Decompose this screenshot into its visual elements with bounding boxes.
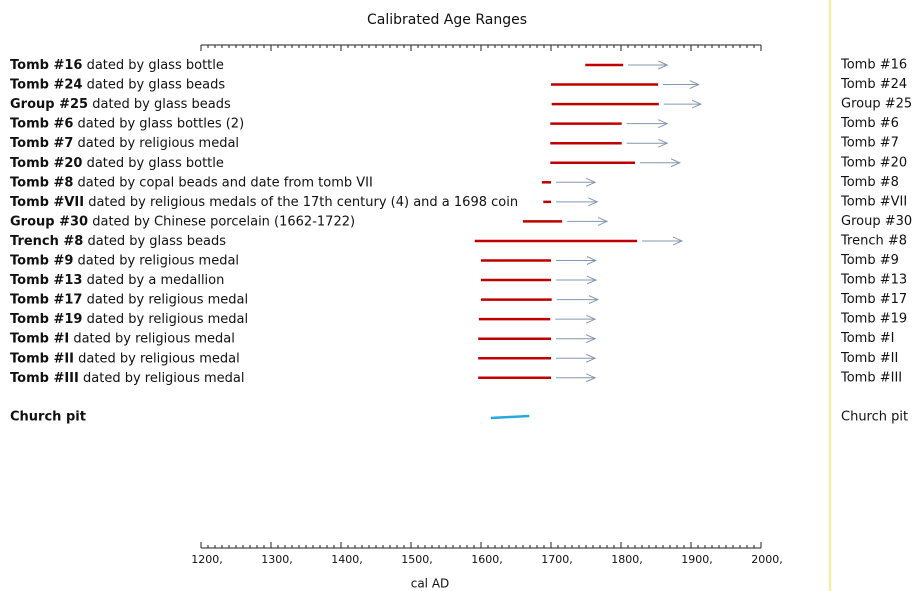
- row-description: dated by glass beads: [88, 233, 227, 248]
- row-name: Tomb #20: [10, 155, 82, 170]
- row-description: dated by a medallion: [87, 273, 225, 288]
- x-tick-label: 1800,: [611, 553, 643, 566]
- row-name: Tomb #8: [10, 175, 73, 190]
- row-description: dated by Chinese porcelain (1662-1722): [92, 214, 355, 229]
- row-label: Tomb #I dated by religious medal: [10, 331, 235, 346]
- x-tick-label: 1900,: [681, 553, 713, 566]
- row-label: Tomb #7 dated by religious medal: [10, 136, 239, 151]
- row-description: dated by religious medal: [73, 331, 235, 346]
- row-name: Tomb #VII: [10, 194, 84, 209]
- right-label: Tomb #II: [840, 351, 898, 366]
- right-label: Tomb #VII: [840, 194, 907, 209]
- right-label: Tomb #9: [840, 253, 899, 268]
- row-label: Tomb #6 dated by glass bottles (2): [10, 116, 244, 131]
- row-label: Tomb #8 dated by copal beads and date fr…: [10, 175, 373, 190]
- x-tick-label: 1700,: [541, 553, 573, 566]
- row-description: dated by glass bottle: [87, 155, 224, 170]
- right-label: Trench #8: [840, 233, 907, 248]
- right-label: Tomb #24: [840, 77, 907, 92]
- x-tick-label: 1600,: [471, 553, 503, 566]
- row-name: Tomb #16: [10, 58, 82, 73]
- row-description: dated by glass beads: [92, 97, 231, 112]
- row-name: Tomb #II: [10, 351, 74, 366]
- row-name: Group #25: [10, 97, 88, 112]
- row-name: Tomb #III: [10, 370, 79, 385]
- x-tick-label: 1500,: [401, 553, 433, 566]
- right-label: Group #25: [841, 97, 912, 112]
- right-label: Tomb #III: [840, 370, 902, 385]
- highlight-label: Church pit: [10, 410, 86, 425]
- row-label: Tomb #24 dated by glass beads: [10, 77, 225, 92]
- right-label: Tomb #17: [840, 292, 907, 307]
- row-name: Tomb #I: [10, 331, 69, 346]
- row-description: dated by religious medal: [78, 253, 240, 268]
- row-label: Group #30 dated by Chinese porcelain (16…: [10, 214, 355, 229]
- chart-title: Calibrated Age Ranges: [367, 12, 527, 28]
- right-label: Tomb #20: [840, 155, 907, 170]
- right-label: Group #30: [841, 214, 912, 229]
- row-description: dated by religious medals of the 17th ce…: [88, 194, 518, 209]
- row-label: Trench #8 dated by glass beads: [10, 233, 226, 248]
- highlight-bar: [490, 414, 530, 420]
- row-label: Tomb #17 dated by religious medal: [10, 292, 248, 307]
- right-label: Tomb #13: [840, 273, 907, 288]
- row-name: Tomb #6: [10, 116, 73, 131]
- right-label: Tomb #8: [840, 175, 899, 190]
- row-description: dated by glass bottle: [87, 58, 224, 73]
- row-description: dated by glass beads: [87, 77, 226, 92]
- row-name: Tomb #17: [10, 292, 82, 307]
- right-label: Tomb #7: [840, 136, 899, 151]
- row-label: Tomb #III dated by religious medal: [10, 370, 245, 385]
- row-name: Tomb #24: [10, 77, 82, 92]
- row-label: Tomb #16 dated by glass bottle: [10, 58, 224, 73]
- row-label: Tomb #13 dated by a medallion: [10, 273, 224, 288]
- x-tick-label: 2000,: [751, 553, 783, 566]
- row-name: Tomb #7: [10, 136, 73, 151]
- row-description: dated by religious medal: [87, 312, 249, 327]
- row-description: dated by glass bottles (2): [78, 116, 245, 131]
- x-tick-label: 1300,: [261, 553, 293, 566]
- row-label: Tomb #II dated by religious medal: [10, 351, 240, 366]
- right-label: Tomb #6: [840, 116, 899, 131]
- x-tick-label: 1200,: [191, 553, 223, 566]
- row-label: Group #25 dated by glass beads: [10, 97, 231, 112]
- row-label: Tomb #VII dated by religious medals of t…: [10, 194, 518, 209]
- row-name: Tomb #13: [10, 273, 82, 288]
- right-label: Tomb #19: [840, 312, 907, 327]
- row-name: Trench #8: [10, 233, 83, 248]
- row-label: Tomb #20 dated by glass bottle: [10, 155, 224, 170]
- row-name: Tomb #19: [10, 312, 82, 327]
- row-description: dated by religious medal: [87, 292, 249, 307]
- x-tick-label: 1400,: [331, 553, 363, 566]
- right-label: Tomb #I: [840, 331, 894, 346]
- right-label: Tomb #16: [840, 58, 907, 73]
- row-description: dated by copal beads and date from tomb …: [78, 175, 373, 190]
- row-name: Group #30: [10, 214, 88, 229]
- row-description: dated by religious medal: [83, 370, 245, 385]
- row-name: Tomb #9: [10, 253, 73, 268]
- row-label: Tomb #19 dated by religious medal: [10, 312, 248, 327]
- x-axis-label: cal AD: [411, 577, 450, 591]
- row-description: dated by religious medal: [78, 136, 240, 151]
- right-label: Church pit: [841, 410, 908, 425]
- row-label: Tomb #9 dated by religious medal: [10, 253, 239, 268]
- row-description: dated by religious medal: [78, 351, 240, 366]
